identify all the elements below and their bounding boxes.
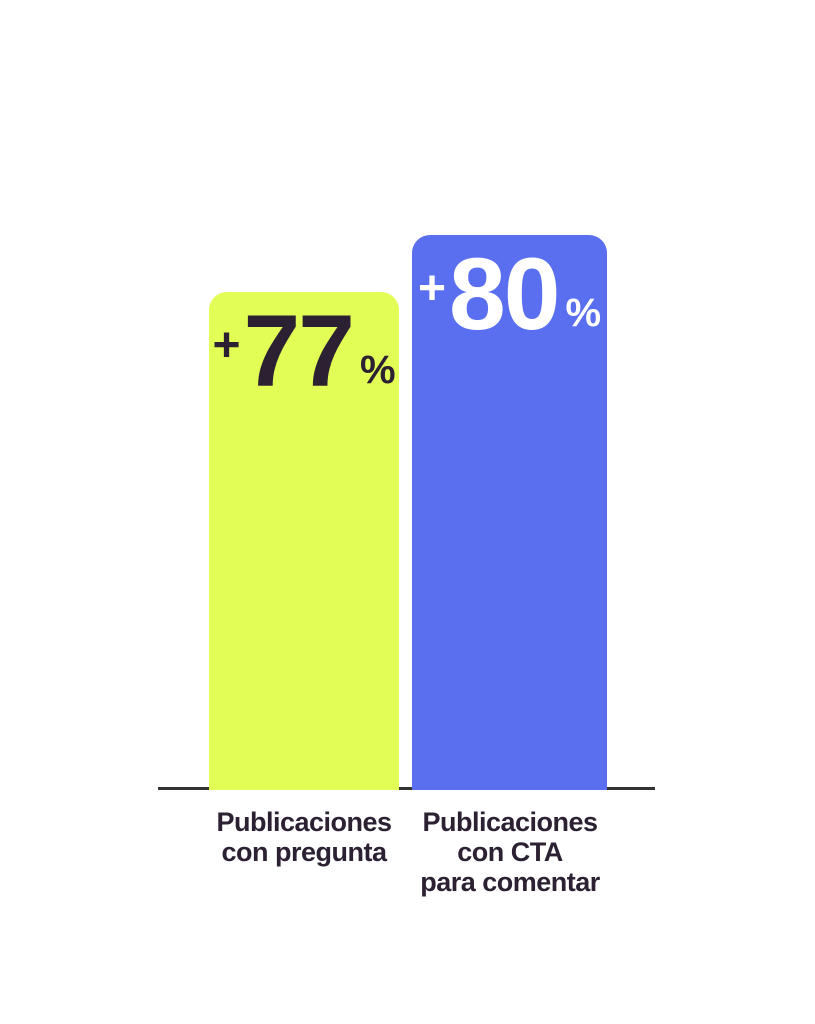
plus-sign: + xyxy=(417,262,446,315)
percent-sign: % xyxy=(359,348,396,392)
value-number: 77 xyxy=(243,294,354,408)
axis-baseline xyxy=(158,787,655,790)
bar-value-group: + 77 % xyxy=(212,300,395,402)
bar-value-group: + 80 % xyxy=(418,243,601,345)
bar-label-publicaciones-con-cta: Publicaciones con CTA para comentar xyxy=(420,807,600,898)
bar-publicaciones-con-cta: + 80 % xyxy=(412,235,607,790)
percent-sign: % xyxy=(565,291,602,335)
plus-sign: + xyxy=(212,319,241,372)
value-number: 80 xyxy=(448,237,560,351)
bar-label-publicaciones-con-pregunta: Publicaciones con pregunta xyxy=(216,807,392,868)
bar-publicaciones-con-pregunta: + 77 % xyxy=(209,292,399,790)
